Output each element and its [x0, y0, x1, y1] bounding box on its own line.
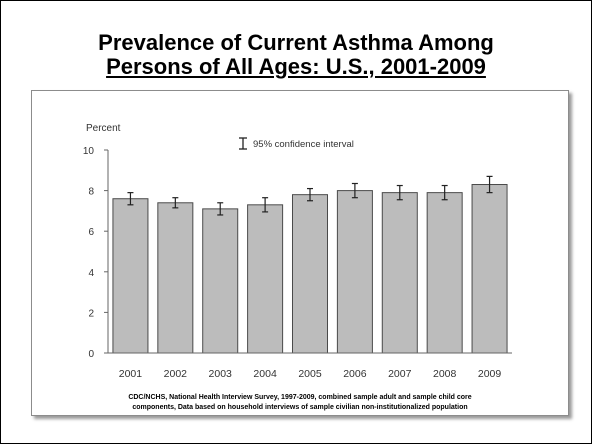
y-tick-label: 2 — [88, 308, 94, 319]
bar-2008 — [426, 192, 463, 354]
bars — [112, 184, 508, 354]
bar-2005 — [291, 194, 329, 354]
source-note: CDC/NCHS, National Health Interview Surv… — [32, 393, 568, 413]
x-axis-ticks: 2001 2002 2003 2004 2005 2006 2007 2008 2009 — [119, 368, 502, 380]
x-tick-label: 2004 — [253, 368, 277, 380]
bar-2004 — [247, 204, 284, 354]
x-tick-label: 2007 — [388, 368, 412, 380]
x-tick-label: 2006 — [343, 368, 367, 380]
x-tick-label: 2002 — [164, 368, 188, 380]
source-note-line-2: components, Data based on household inte… — [132, 404, 468, 411]
legend: 95% confidence interval — [239, 137, 354, 150]
x-tick-label: 2001 — [119, 368, 143, 380]
y-tick-label: 8 — [88, 187, 94, 198]
source-note-line-1: CDC/NCHS, National Health Interview Surv… — [128, 394, 472, 401]
bar-2003 — [202, 208, 239, 354]
y-tick-label: 4 — [88, 268, 94, 279]
slide-title: Prevalence of Current Asthma Among Perso… — [1, 31, 591, 79]
bar-2002 — [157, 202, 194, 354]
y-axis-ticks: 0 2 4 6 8 10 — [83, 146, 108, 360]
y-tick-label: 0 — [88, 349, 94, 360]
y-axis-label: Percent — [86, 123, 121, 134]
bar-2006 — [336, 190, 373, 354]
bar-chart: Percent 95% confidence interval 0246810 … — [83, 123, 512, 380]
x-tick-label: 2003 — [209, 368, 233, 380]
y-tick-label: 10 — [83, 146, 95, 157]
x-tick-label: 2005 — [298, 368, 322, 380]
legend-label: 95% confidence interval — [253, 139, 354, 150]
x-tick-label: 2009 — [478, 368, 502, 380]
bar-2001 — [112, 198, 149, 354]
x-tick-label: 2008 — [433, 368, 457, 380]
error-bars — [127, 175, 493, 216]
chart-panel: Percent 95% confidence interval 0 2 4 6 8 10 … — [31, 90, 569, 416]
slide-title-line-2: Persons of All Ages: U.S., 2001-2009 — [106, 54, 486, 79]
bar-2007 — [381, 192, 418, 354]
bar-2009 — [471, 184, 508, 354]
y-tick-label: 6 — [88, 227, 94, 238]
slide-title-line-1: Prevalence of Current Asthma Among — [98, 30, 494, 55]
